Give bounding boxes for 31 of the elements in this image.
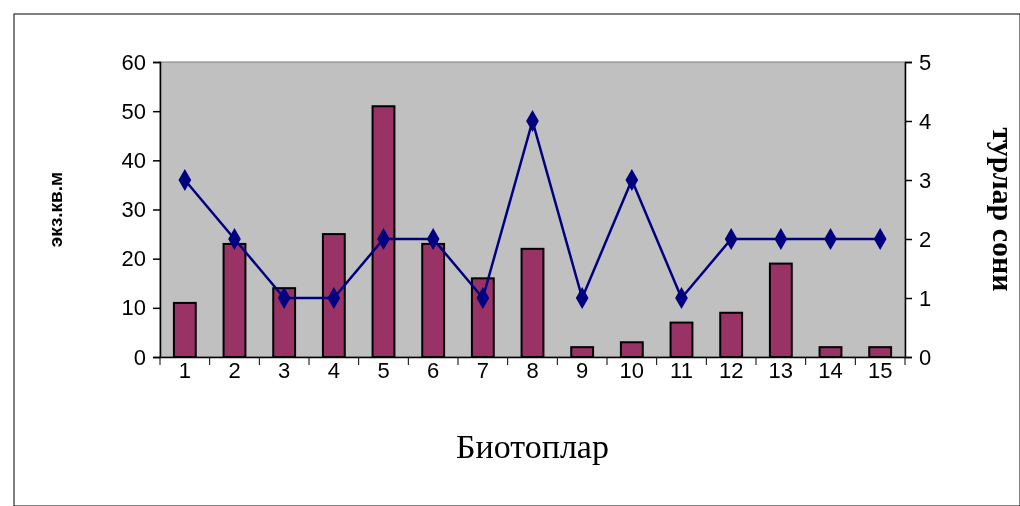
y2-axis-title: турлар сони xyxy=(987,127,1020,292)
y-tick-label: 60 xyxy=(121,49,146,75)
y-tick-label: 30 xyxy=(121,197,146,223)
x-tick-label: 11 xyxy=(670,358,693,383)
y2-tick-label: 1 xyxy=(919,285,932,311)
y-tick-label: 10 xyxy=(121,295,146,321)
y-tick-label: 50 xyxy=(121,98,146,124)
x-tick-label: 7 xyxy=(476,358,489,383)
x-tick-label: 1 xyxy=(178,358,191,383)
x-tick-label: 3 xyxy=(278,358,291,383)
y2-tick-label: 3 xyxy=(919,167,932,193)
x-tick-label: 12 xyxy=(718,358,744,383)
x-tick-label: 4 xyxy=(327,358,340,383)
x-tick-label: 5 xyxy=(377,358,390,383)
y2-tick-label: 2 xyxy=(919,226,932,252)
y-axis-title: экз.кв.м xyxy=(45,171,66,248)
y2-tick-label: 4 xyxy=(919,108,932,134)
x-tick-label: 15 xyxy=(867,358,893,383)
x-tick-label: 9 xyxy=(576,358,589,383)
x-tick-label: 14 xyxy=(818,358,843,383)
y2-tick-label: 0 xyxy=(919,344,932,370)
x-tick-label: 6 xyxy=(427,358,440,383)
y-tick-label: 20 xyxy=(121,246,146,272)
y-tick-label: 40 xyxy=(121,147,146,173)
y2-tick-label: 5 xyxy=(919,49,932,75)
y-tick-label: 0 xyxy=(133,344,146,370)
x-tick-label: 10 xyxy=(619,358,645,383)
x-axis-title: Биотоплар xyxy=(456,428,609,465)
x-tick-label: 2 xyxy=(228,358,241,383)
x-tick-label: 13 xyxy=(768,358,794,383)
x-tick-label: 8 xyxy=(526,358,539,383)
